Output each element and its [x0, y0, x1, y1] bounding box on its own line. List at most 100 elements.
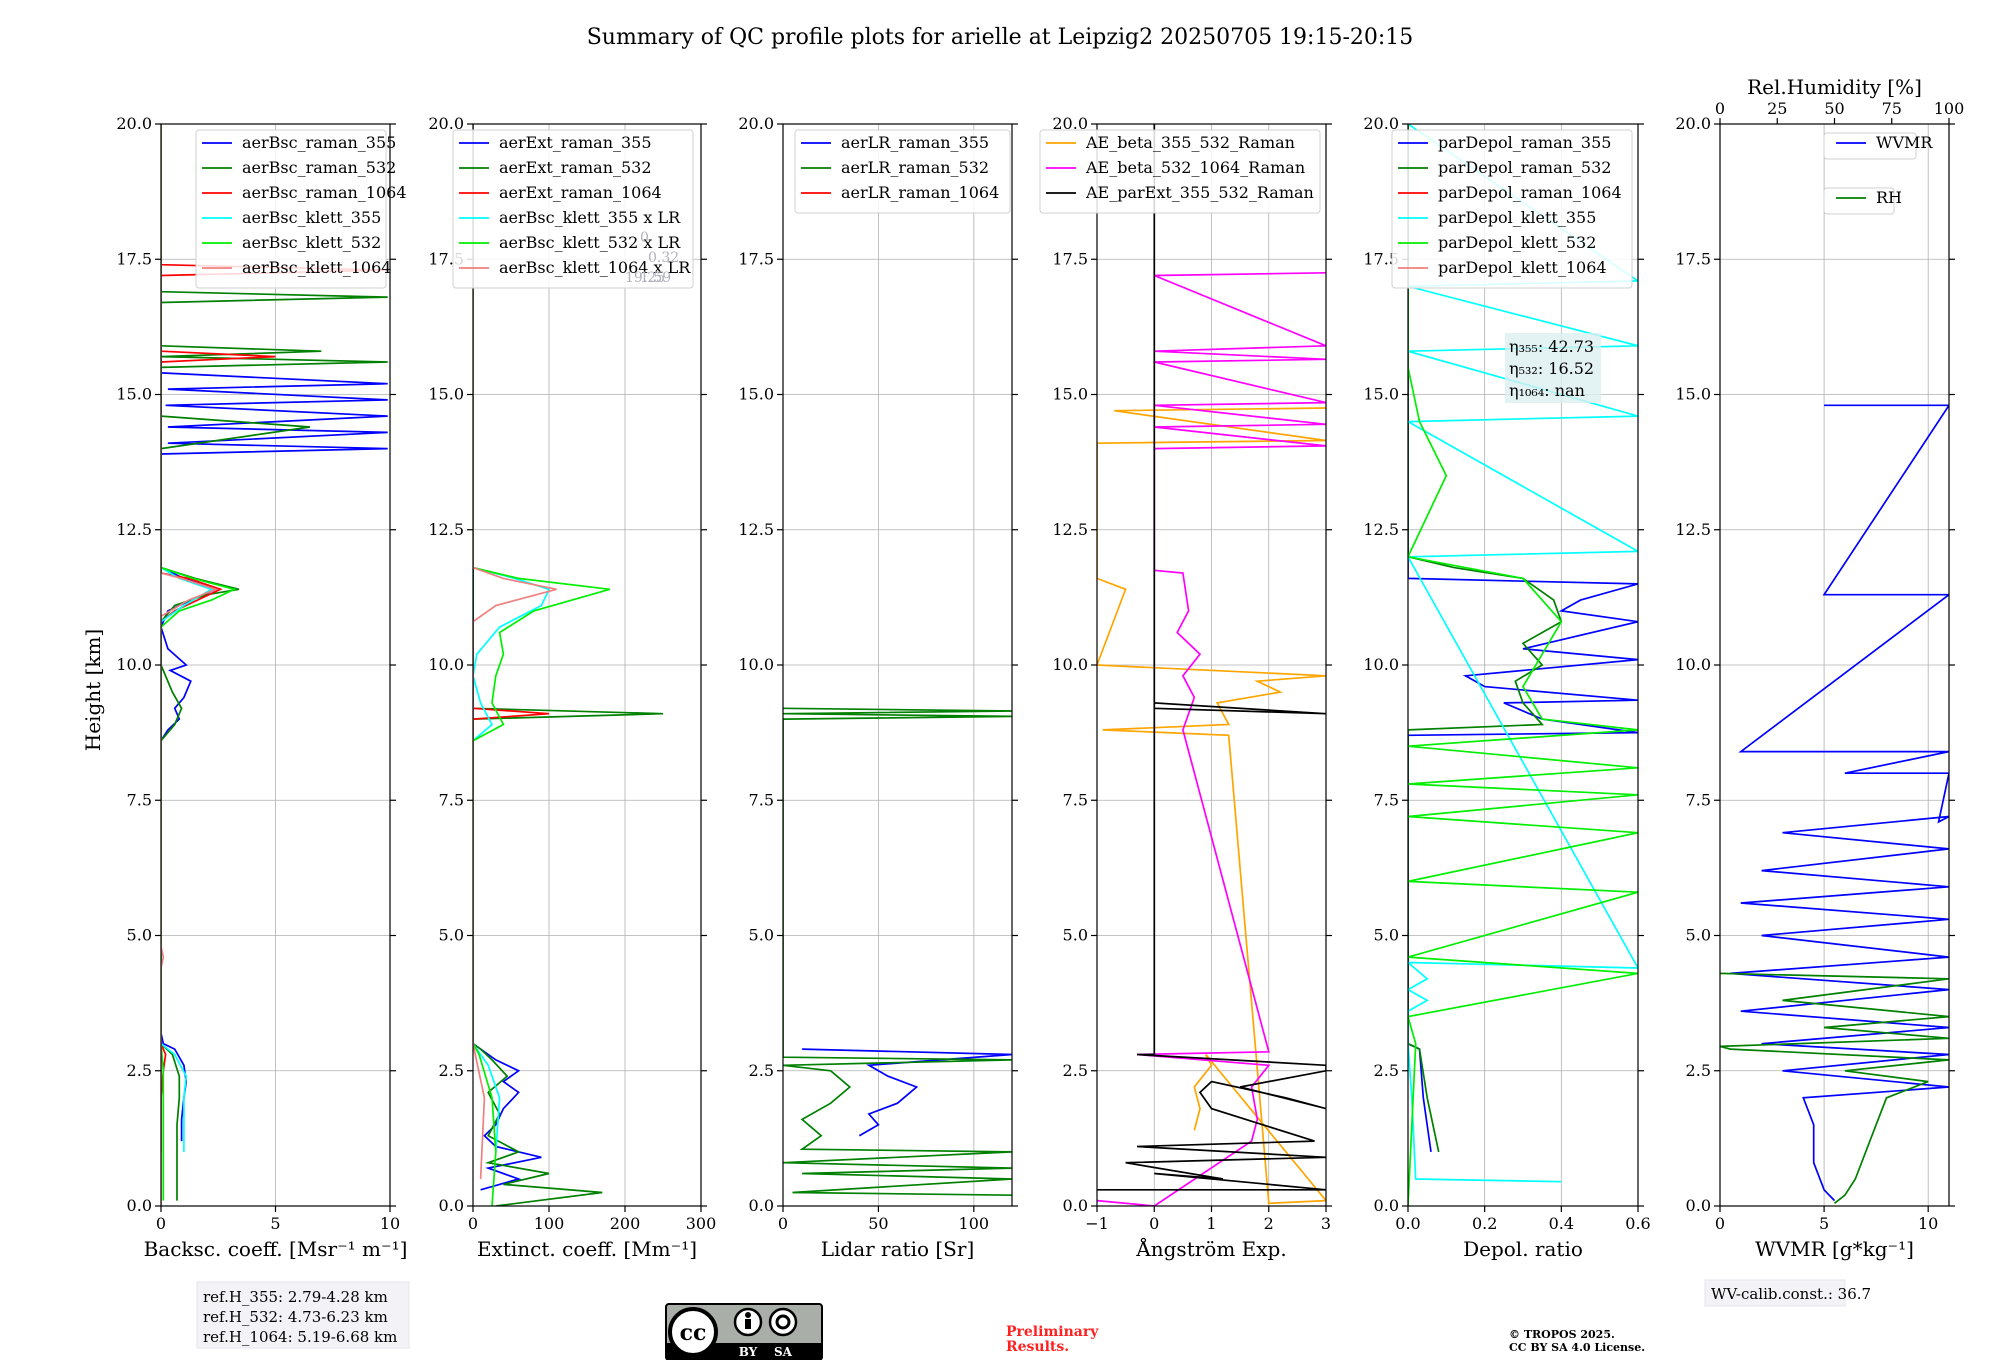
- legend-bsc: aerBsc_raman_355 aerBsc_raman_532 aerBsc_r…: [195, 129, 407, 289]
- legend-label-ae-1: AE_beta_532_1064_Raman: [1085, 158, 1305, 177]
- xtick-label-wv-2: 10: [1918, 1214, 1938, 1233]
- ytick-label-ext-4: 10.0: [428, 655, 464, 674]
- top-xtick-label-4: 100: [1934, 99, 1965, 118]
- legend-label-lr-1: aerLR_raman_532: [841, 158, 989, 177]
- eta-annotation-box: η₃₅₅: 42.73 η₅₃₂: 16.52 η₁₀₆₄: nan: [1505, 333, 1601, 403]
- eta-value-0: η₃₅₅: 42.73: [1509, 337, 1594, 356]
- xtick-label-ae-2: 1: [1206, 1214, 1216, 1233]
- ytick-label-wv-4: 10.0: [1675, 655, 1711, 674]
- ytick-label-ext-1: 2.5: [439, 1061, 464, 1080]
- ytick-label-wv-6: 15.0: [1675, 385, 1711, 404]
- ref-height-532: ref.H_532: 4.73-6.23 km: [203, 1308, 388, 1326]
- ytick-label-ext-5: 12.5: [428, 520, 464, 539]
- faint-hidden-labels: 0 0.32 19.251.59: [625, 230, 679, 286]
- ref-height-355: ref.H_355: 2.79-4.28 km: [203, 1288, 388, 1306]
- xtick-label-ext-2: 200: [610, 1214, 641, 1233]
- series-line-ae-0: [1097, 407, 1326, 1205]
- xtick-label-depol-1: 0.2: [1472, 1214, 1497, 1233]
- preliminary-label-line1: Preliminary: [1006, 1324, 1099, 1340]
- legend-box-ae: [1039, 129, 1321, 214]
- xtick-label-ae-3: 2: [1264, 1214, 1274, 1233]
- ytick-label-ext-8: 20.0: [428, 114, 464, 133]
- eta-value-1: η₅₃₂: 16.52: [1509, 359, 1594, 378]
- legend-label-ext-5: aerBsc_klett_1064 x LR: [499, 258, 691, 277]
- xtick-label-wv-0: 0: [1715, 1214, 1725, 1233]
- legend-label-ae-2: AE_parExt_355_532_Raman: [1085, 183, 1314, 202]
- ytick-label-ae-7: 17.5: [1052, 249, 1088, 268]
- series-group-lr: [783, 707, 1012, 1197]
- ytick-label-ae-1: 2.5: [1063, 1061, 1088, 1080]
- ytick-label-ext-6: 15.0: [428, 385, 464, 404]
- legend-label-bsc-5: aerBsc_klett_1064: [242, 258, 391, 277]
- legend-ae: AE_beta_355_532_Raman AE_beta_532_1064_Ra…: [1039, 129, 1321, 214]
- legend-label-bsc-2: aerBsc_raman_1064: [242, 183, 407, 202]
- ytick-label-bsc-3: 7.5: [127, 790, 152, 809]
- ytick-label-depol-4: 10.0: [1363, 655, 1399, 674]
- legend-label-ext-1: aerExt_raman_532: [499, 158, 652, 177]
- legend-box-wv-1: [1823, 187, 1895, 215]
- xlabel-ae: Ångström Exp.: [1135, 1236, 1286, 1261]
- legend-box-lr: [794, 129, 1011, 214]
- xlabel-ext: Extinct. coeff. [Mm⁻¹]: [477, 1237, 697, 1261]
- legend-label-ae-0: AE_beta_355_532_Raman: [1085, 133, 1295, 152]
- xtick-label-depol-0: 0.0: [1395, 1214, 1420, 1233]
- series-line-ext-5: [473, 124, 557, 1180]
- ytick-label-lr-3: 7.5: [749, 790, 774, 809]
- legend-label-ext-3: aerBsc_klett_355 x LR: [499, 208, 681, 227]
- xlabel-wv: WVMR [g*kg⁻¹]: [1755, 1237, 1914, 1261]
- cc-logo-icon: [668, 1307, 718, 1357]
- series-line-ext-1: [473, 124, 664, 1206]
- xtick-label-ext-1: 100: [534, 1214, 565, 1233]
- ytick-label-bsc-0: 0.0: [127, 1196, 152, 1215]
- legend-label-ext-4: aerBsc_klett_532 x LR: [499, 233, 681, 252]
- sa-share-icon: [768, 1307, 798, 1337]
- panel-bsc: 0.0 2.5 5.0 7.5 10.0 12.5 15.0 17.5 20.0 0 5 10 Back…: [116, 114, 407, 1261]
- eta-box-bg: [1505, 333, 1601, 403]
- ytick-label-depol-1: 2.5: [1374, 1061, 1399, 1080]
- ytick-label-wv-1: 2.5: [1686, 1061, 1711, 1080]
- faint-label-0: 0: [640, 230, 649, 246]
- ytick-label-lr-5: 12.5: [738, 520, 774, 539]
- ytick-label-lr-0: 0.0: [749, 1196, 774, 1215]
- panel-wv: 0.02.55.07.510.012.515.017.520.00 5 10WVMR…: [1675, 75, 1964, 1261]
- legend-label-depol-1: parDepol_raman_532: [1438, 158, 1611, 177]
- series-line-lr-0: [802, 1048, 1012, 1137]
- legend-label-bsc-4: aerBsc_klett_532: [242, 233, 381, 252]
- legend-label-bsc-0: aerBsc_raman_355: [242, 133, 396, 152]
- preliminary-label-line2: Results.: [1006, 1339, 1069, 1355]
- faint-label-3: 1.59: [640, 270, 671, 286]
- series-line-bsc-5: [161, 124, 219, 1206]
- series-line-bsc-0: [161, 124, 388, 1142]
- ytick-label-lr-7: 17.5: [738, 249, 774, 268]
- series-line-ext-2: [473, 707, 550, 720]
- series-group-depol: [1408, 124, 1638, 1206]
- y-axis-label: Height [km]: [81, 629, 105, 751]
- series-line-ae-1: [1097, 271, 1326, 1206]
- subplot-panels: 0.02.55.07.510.012.515.017.520.00 5 10Back…: [116, 75, 1964, 1261]
- series-line-bsc-1: [161, 124, 388, 1201]
- copyright-line1: © TROPOS 2025.: [1509, 1328, 1615, 1341]
- ytick-label-wv-3: 7.5: [1686, 790, 1711, 809]
- cc-license-badge: cc BY SA: [665, 1303, 823, 1360]
- xtick-label-lr-1: 50: [868, 1214, 888, 1233]
- legend-label-wv-0: WVMR: [1876, 133, 1933, 152]
- ytick-label-ae-2: 5.0: [1063, 926, 1088, 945]
- sa-label: SA: [774, 1345, 793, 1359]
- xtick-label-bsc-1: 5: [270, 1214, 280, 1233]
- by-person-body: [745, 1319, 751, 1329]
- ytick-label-wv-7: 17.5: [1675, 249, 1711, 268]
- legend-label-lr-0: aerLR_raman_355: [841, 133, 989, 152]
- ytick-label-bsc-4: 10.0: [116, 655, 152, 674]
- ytick-label-wv-2: 5.0: [1686, 926, 1711, 945]
- ytick-label-wv-8: 20.0: [1675, 114, 1711, 133]
- series-group-wv: [1720, 404, 1949, 1204]
- panel-ext: 0.02.55.07.510.012.515.017.520.00 100 200 3…: [428, 114, 716, 1261]
- ytick-label-wv-5: 12.5: [1675, 520, 1711, 539]
- faint-label-2: 19.25: [625, 270, 665, 286]
- legend-label-depol-0: parDepol_raman_355: [1438, 133, 1611, 152]
- top-xtick-label-2: 50: [1824, 99, 1844, 118]
- legend-label-ext-2: aerExt_raman_1064: [499, 183, 662, 202]
- ref-height-box-bg: [196, 1281, 410, 1349]
- xtick-label-lr-2: 100: [959, 1214, 990, 1233]
- ytick-label-depol-0: 0.0: [1374, 1196, 1399, 1215]
